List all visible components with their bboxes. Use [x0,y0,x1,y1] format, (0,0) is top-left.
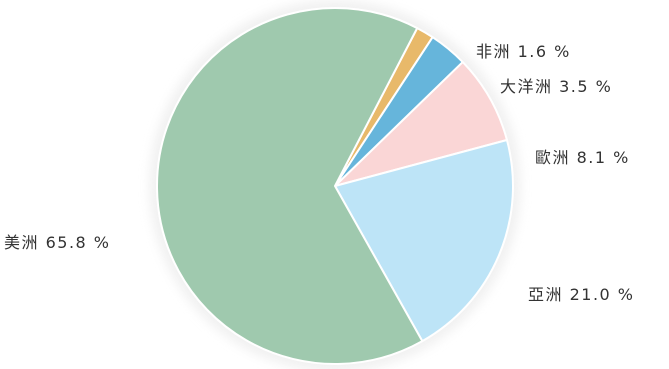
pie-slice-asia [334,138,514,343]
slice-label-asia: 亞洲 21.0 % [528,285,635,304]
pie-slice-europe [334,61,508,187]
slice-label-europe: 歐洲 8.1 % [535,148,630,167]
slice-label-africa: 非洲 1.6 % [476,42,571,61]
pie-slices [156,7,514,365]
slice-label-americas: 美洲 65.8 % [4,233,111,252]
slice-label-oceania: 大洋洲 3.5 % [500,77,612,96]
pie-labels: 非洲 1.6 % 大洋洲 3.5 % 歐洲 8.1 % 亞洲 21.0 % 美洲… [4,42,635,304]
pie-slice-americas [156,7,424,365]
